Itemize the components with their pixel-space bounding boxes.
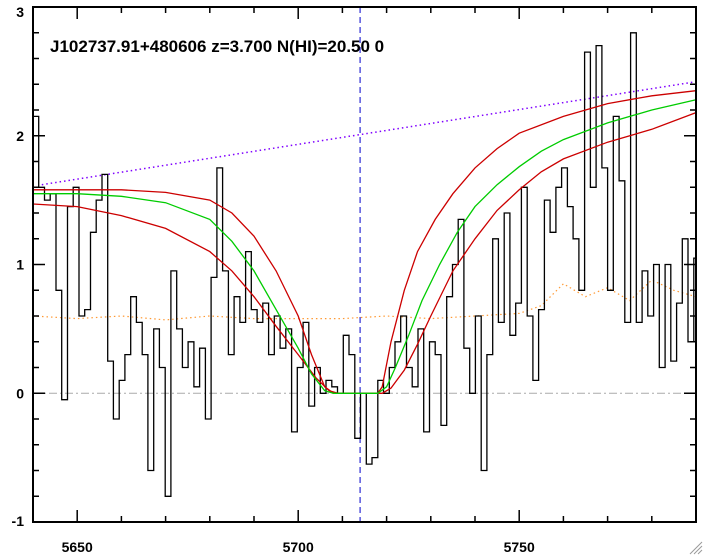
plot-series <box>32 7 697 522</box>
series-continuum <box>41 80 697 186</box>
y-tick-label: -1 <box>12 513 25 529</box>
y-tick-label: 1 <box>16 257 24 273</box>
y-tick-label: 3 <box>16 4 24 20</box>
x-tick-label: 5750 <box>504 539 535 555</box>
series-model-lower <box>32 111 697 394</box>
series-flux <box>33 32 696 497</box>
series-model <box>33 99 697 394</box>
y-tick-label: 2 <box>16 128 24 144</box>
y-tick-label: 0 <box>16 385 24 401</box>
chart-title: J102737.91+480606 z=3.700 N(HI)=20.50 0 <box>50 37 384 56</box>
x-tick-label: 5650 <box>62 539 93 555</box>
series-error <box>32 279 697 321</box>
resize-grip-icon[interactable] <box>689 541 703 555</box>
x-tick-label: 5700 <box>283 539 314 555</box>
axis-ticks: 5650 5700 5750 -1 0 1 2 3 <box>12 4 697 555</box>
